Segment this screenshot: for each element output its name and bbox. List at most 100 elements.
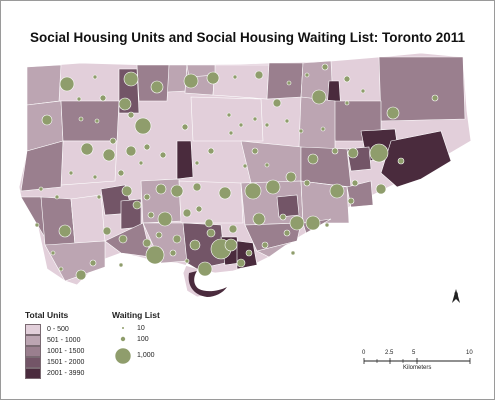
legend-swatch-5 xyxy=(25,368,41,379)
waiting-list-circle xyxy=(147,211,155,219)
waiting-list-circle xyxy=(41,114,53,126)
waiting-list-circle xyxy=(386,106,400,120)
map-title: Social Housing Units and Social Housing … xyxy=(29,30,466,45)
scale-tick-3: 10 xyxy=(466,350,473,356)
waiting-list-circle xyxy=(78,116,84,122)
waiting-list-circle xyxy=(284,118,290,124)
waiting-list-circle xyxy=(75,269,87,281)
waiting-list-circle xyxy=(80,142,94,156)
waiting-list-circle xyxy=(252,212,266,226)
waiting-list-circle xyxy=(331,147,339,155)
legend-class-label-2: 501 - 1000 xyxy=(47,337,81,344)
waiting-list-circle xyxy=(184,258,190,264)
waiting-list-circle xyxy=(252,116,258,122)
legend-waiting-list-title: Waiting List xyxy=(112,310,160,320)
waiting-list-circle xyxy=(76,96,82,102)
waiting-list-circle xyxy=(117,169,125,177)
waiting-list-circle xyxy=(397,157,405,165)
waiting-list-circle xyxy=(145,245,165,265)
waiting-list-circle xyxy=(242,163,248,169)
waiting-list-circle xyxy=(118,234,128,244)
waiting-list-circle xyxy=(99,94,107,102)
waiting-list-circle xyxy=(320,126,326,132)
waiting-list-circle xyxy=(244,182,262,200)
legend-size-label-3: 1,000 xyxy=(137,352,155,359)
waiting-list-circle xyxy=(360,88,366,94)
scale-unit-label: Kilometers xyxy=(403,365,432,371)
waiting-list-circle xyxy=(261,241,269,249)
legend-circle-symbols xyxy=(114,327,132,365)
waiting-list-circle xyxy=(118,97,132,111)
scale-bar xyxy=(363,358,471,364)
waiting-list-circle xyxy=(194,160,200,166)
waiting-list-circle xyxy=(369,143,389,163)
legend-class-1: 0 - 500 xyxy=(25,324,69,335)
waiting-list-circle xyxy=(298,128,304,134)
waiting-list-circle xyxy=(102,148,116,162)
waiting-list-circle xyxy=(134,117,152,135)
legend-size-label-1: 10 xyxy=(137,325,145,332)
waiting-list-circle xyxy=(264,122,270,128)
waiting-list-circle xyxy=(143,193,151,201)
waiting-list-circle xyxy=(170,184,184,198)
scale-tick-2: 5 xyxy=(412,350,416,356)
waiting-list-circle xyxy=(206,71,220,85)
waiting-list-circle xyxy=(155,231,163,239)
waiting-list-circle xyxy=(189,239,201,251)
waiting-list-circle xyxy=(142,238,152,248)
legend-class-2: 501 - 1000 xyxy=(25,335,80,346)
waiting-list-circle xyxy=(307,153,319,165)
waiting-list-circle xyxy=(311,89,327,105)
waiting-list-circle xyxy=(289,215,305,231)
waiting-list-circle xyxy=(206,228,216,238)
waiting-list-circle xyxy=(245,249,253,257)
waterfront-islands xyxy=(188,271,227,297)
waiting-list-circle xyxy=(197,261,213,277)
waiting-list-circles xyxy=(34,63,439,281)
legend-circle-large xyxy=(114,347,132,365)
waiting-list-circle xyxy=(264,162,270,168)
north-arrow-label: N xyxy=(454,293,459,299)
legend-class-3: 1001 - 1500 xyxy=(25,346,84,357)
waiting-list-circle xyxy=(157,211,173,227)
waiting-list-circle xyxy=(228,130,234,136)
waiting-list-circle xyxy=(224,238,238,252)
waiting-list-circle xyxy=(351,179,359,187)
legend-swatch-2 xyxy=(25,335,41,346)
legend-total-units-title: Total Units xyxy=(25,310,69,320)
waiting-list-circle xyxy=(204,218,214,228)
scale-tick-0: 0 xyxy=(362,350,366,356)
waiting-list-circle xyxy=(94,118,100,124)
waiting-list-circle xyxy=(232,74,238,80)
legend-swatch-1 xyxy=(25,324,41,335)
waiting-list-circle xyxy=(150,80,164,94)
waiting-list-circle xyxy=(304,72,310,78)
waiting-list-circle xyxy=(431,94,439,102)
legend-class-label-3: 1001 - 1500 xyxy=(47,348,85,355)
waiting-list-circle xyxy=(118,262,124,268)
waiting-list-circle xyxy=(195,205,203,213)
waiting-list-circle xyxy=(127,111,135,119)
waiting-list-circle xyxy=(68,170,74,176)
waiting-list-circle xyxy=(228,224,238,234)
waiting-list-circle xyxy=(347,197,355,205)
waiting-list-circle xyxy=(375,183,387,195)
legend-class-4: 1501 - 2000 xyxy=(25,357,84,368)
waiting-list-circle xyxy=(181,123,189,131)
waiting-list-circle xyxy=(207,147,215,155)
waiting-list-circle xyxy=(265,179,281,195)
waiting-list-circle xyxy=(58,266,64,272)
waiting-list-circle xyxy=(92,174,98,180)
waiting-list-circle xyxy=(159,151,167,159)
waiting-list-circle xyxy=(254,70,264,80)
waiting-list-circle xyxy=(285,171,297,183)
waiting-list-circle xyxy=(92,74,98,80)
waiting-list-circle xyxy=(303,179,311,187)
waiting-list-circle xyxy=(251,147,259,155)
waiting-list-circle xyxy=(121,185,133,197)
legend-swatch-3 xyxy=(25,346,41,357)
waiting-list-circle xyxy=(286,80,292,86)
north-arrow-icon xyxy=(452,289,460,303)
